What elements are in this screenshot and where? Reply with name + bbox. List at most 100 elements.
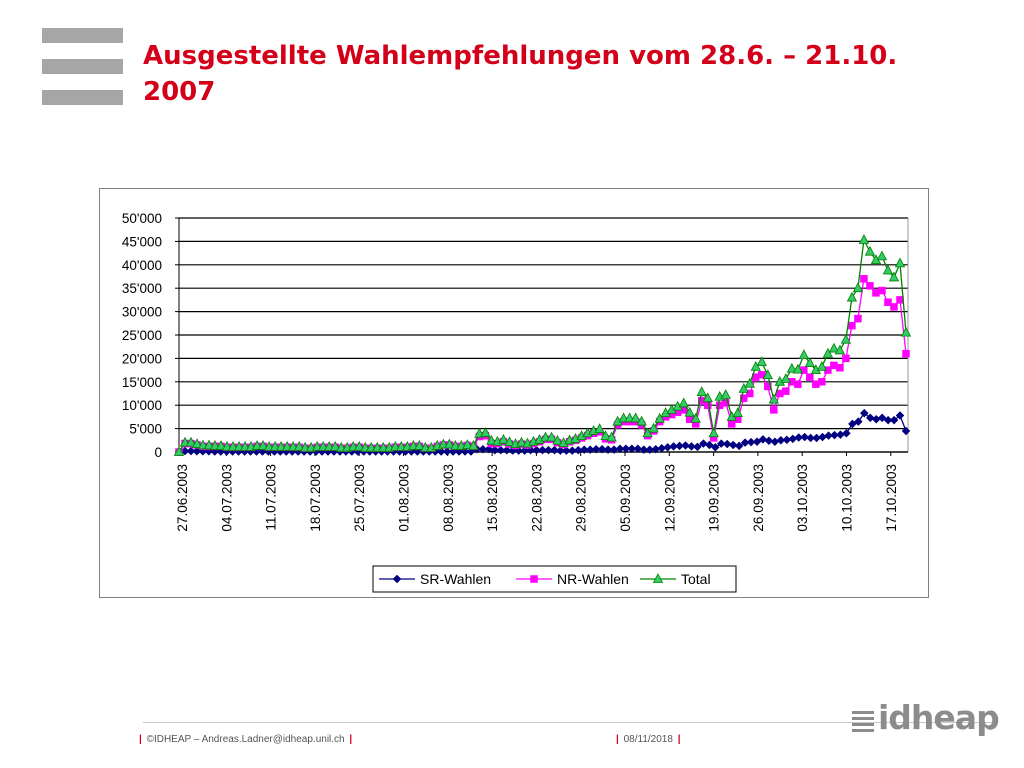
data-point — [720, 389, 731, 399]
axes: 50'000 45'000 40'000 35'000 30'000 25'000 20'0… — [122, 211, 909, 532]
footer-date: 08/11/2018 — [623, 734, 673, 745]
data-point — [648, 422, 659, 433]
data-point — [186, 446, 196, 456]
data-point — [684, 406, 695, 417]
data-point — [764, 382, 772, 391]
chart-frame: 50'000 45'000 40'000 35'000 30'000 25'000 20'0… — [99, 188, 929, 598]
data-point — [876, 250, 888, 261]
data-point — [652, 573, 664, 583]
data-point — [878, 286, 886, 295]
data-point — [884, 298, 892, 306]
data-point — [462, 439, 473, 449]
data-point — [490, 445, 500, 455]
data-point — [392, 574, 402, 584]
data-point — [468, 440, 479, 450]
data-point — [496, 445, 506, 455]
series-total — [173, 234, 912, 456]
x-tick-label: 27.06.2003 — [175, 464, 190, 532]
y-tick-label: 45'000 — [122, 234, 162, 249]
decorative-header-bars — [42, 28, 123, 121]
data-point — [486, 434, 497, 445]
series-line — [178, 277, 907, 453]
data-point — [738, 382, 749, 393]
data-point — [740, 394, 748, 402]
data-point — [842, 354, 850, 363]
data-point — [828, 342, 840, 353]
data-point — [871, 414, 881, 424]
data-point — [746, 389, 754, 398]
data-point — [173, 446, 185, 456]
x-tick-label: 12.09.2003 — [662, 464, 677, 532]
data-point — [901, 426, 911, 436]
data-point — [834, 344, 846, 355]
data-point — [185, 436, 197, 447]
legend-label: NR-Wahlen — [557, 571, 629, 587]
x-tick-label: 05.09.2003 — [618, 464, 633, 532]
data-point — [630, 412, 641, 423]
data-point — [294, 440, 305, 451]
data-point — [852, 282, 864, 293]
data-point — [678, 397, 689, 408]
data-point — [866, 282, 874, 290]
data-point — [853, 417, 863, 426]
y-tick-label: 50'000 — [122, 211, 162, 226]
y-tick-label: 5'000 — [129, 422, 162, 437]
logo-text: idheap — [878, 698, 1000, 737]
footer-separator: | — [616, 734, 619, 745]
data-point — [888, 271, 900, 282]
data-point — [744, 377, 755, 388]
legend: SR-Wahlen NR-Wahlen Total — [372, 565, 737, 593]
data-point — [636, 415, 647, 426]
data-point — [722, 439, 732, 449]
data-point — [690, 412, 701, 423]
data-point — [600, 430, 611, 440]
logo-lines-icon — [852, 711, 874, 735]
data-point — [770, 437, 780, 447]
series-group — [173, 234, 912, 457]
slide-title: Ausgestellte Wahlempfehlungen vom 28.6. … — [143, 41, 898, 107]
data-point — [840, 333, 852, 344]
data-point — [895, 411, 905, 420]
data-point — [699, 439, 708, 448]
data-point — [627, 444, 637, 454]
data-point — [860, 275, 868, 283]
data-point — [864, 245, 876, 256]
data-point — [594, 423, 605, 433]
header-bar — [42, 59, 123, 74]
data-point — [716, 439, 726, 448]
data-point — [693, 442, 702, 452]
x-tick-label: 11.07.2003 — [264, 464, 279, 531]
data-point — [710, 442, 720, 452]
data-point — [642, 427, 653, 438]
data-point — [546, 431, 557, 442]
data-point — [768, 393, 779, 404]
data-point — [704, 440, 714, 450]
data-point — [708, 427, 719, 438]
y-tick-label: 15'000 — [122, 375, 162, 390]
x-tick-label: 19.09.2003 — [707, 464, 722, 532]
legend-label: SR-Wahlen — [420, 571, 491, 587]
data-point — [859, 408, 869, 418]
footer-separator: | — [677, 734, 681, 745]
data-point — [894, 257, 906, 268]
data-point — [478, 444, 488, 454]
data-point — [882, 264, 894, 275]
data-point — [806, 433, 816, 443]
data-point — [782, 387, 790, 395]
data-point — [414, 440, 425, 450]
legend-label: Total — [681, 571, 711, 587]
data-point — [203, 439, 215, 450]
data-point — [703, 401, 712, 409]
data-point — [762, 369, 773, 380]
data-point — [591, 444, 601, 454]
footer-date-block: | 08/11/2018 | — [614, 734, 683, 745]
data-point — [858, 234, 870, 244]
data-point — [822, 347, 834, 358]
y-tick-label: 25'000 — [122, 328, 162, 343]
data-point — [621, 444, 631, 454]
header-bar — [42, 28, 123, 43]
data-point — [444, 438, 455, 449]
data-point — [480, 426, 491, 437]
header-bar — [42, 90, 123, 105]
data-point — [654, 412, 665, 423]
